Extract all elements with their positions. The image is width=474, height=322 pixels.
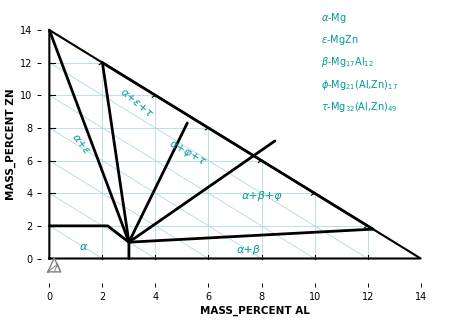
Text: α+φ+τ: α+φ+τ (167, 138, 207, 167)
Text: $\alpha$-Mg: $\alpha$-Mg (321, 11, 347, 25)
Text: α+ε: α+ε (70, 132, 92, 156)
Text: α: α (80, 242, 88, 252)
Text: $\varepsilon$-MgZn: $\varepsilon$-MgZn (321, 33, 358, 47)
Y-axis label: MASS_PERCENT ZN: MASS_PERCENT ZN (6, 89, 16, 200)
Text: α+ε+τ: α+ε+τ (119, 87, 155, 120)
Text: $\tau$-Mg$_{32}$(Al,Zn)$_{49}$: $\tau$-Mg$_{32}$(Al,Zn)$_{49}$ (321, 100, 397, 114)
Text: $\beta$-Mg$_{17}$Al$_{12}$: $\beta$-Mg$_{17}$Al$_{12}$ (321, 55, 374, 70)
X-axis label: MASS_PERCENT AL: MASS_PERCENT AL (200, 306, 310, 317)
Text: α+β+φ: α+β+φ (241, 192, 282, 202)
Text: $\phi$-Mg$_{21}$(Al,Zn)$_{17}$: $\phi$-Mg$_{21}$(Al,Zn)$_{17}$ (321, 78, 398, 92)
Text: α+β: α+β (237, 245, 260, 255)
